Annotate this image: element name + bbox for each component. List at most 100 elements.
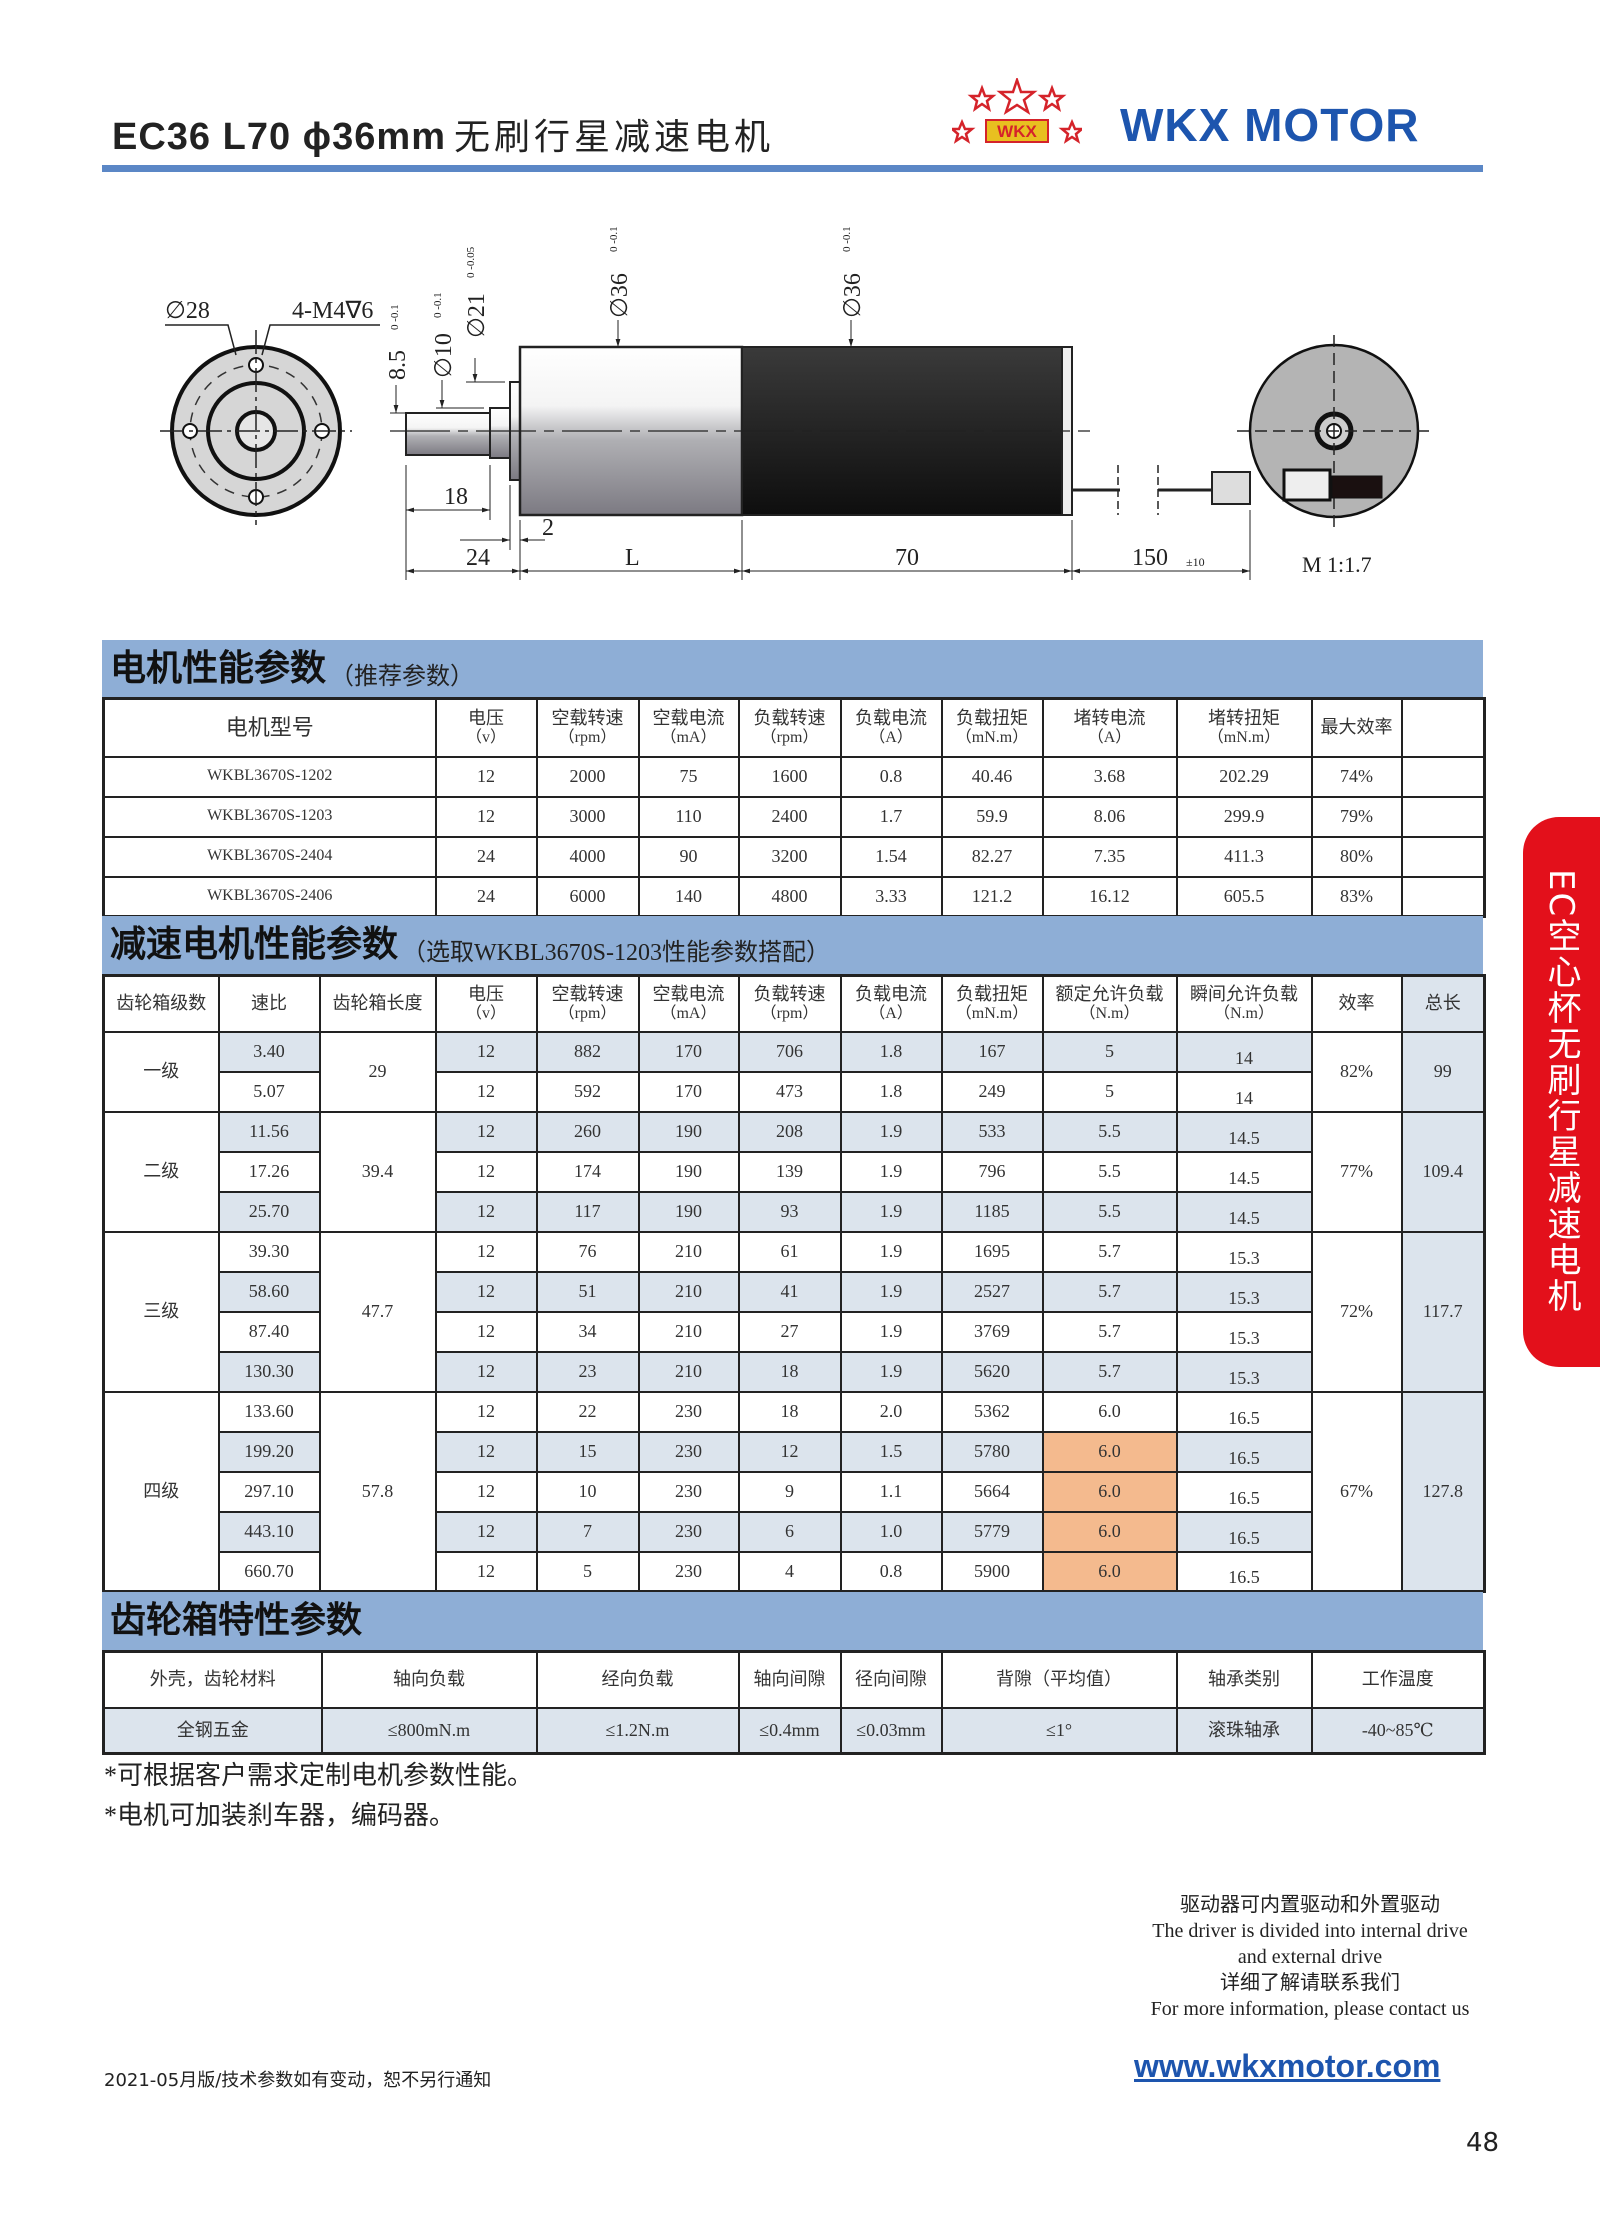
table-cell: 16.5	[1175, 1390, 1313, 1433]
table-cell: 3.68	[1041, 755, 1178, 798]
table-cell: 7	[535, 1510, 640, 1553]
header-rule	[102, 165, 1483, 172]
table-cell: 230	[637, 1390, 740, 1433]
column-header: 堵转电流 （A）	[1041, 697, 1178, 758]
total-length-cell: 127.8	[1400, 1390, 1486, 1593]
label-L: L	[625, 545, 640, 571]
table-cell: 15	[535, 1430, 640, 1473]
table-cell: 1.9	[839, 1310, 943, 1353]
table-cell: 1600	[737, 755, 842, 798]
table-cell: 4800	[737, 875, 842, 918]
table-cell: 5779	[940, 1510, 1044, 1553]
table-cell: 59.9	[940, 795, 1044, 838]
header-label: 负载转速	[753, 984, 826, 1005]
table-cell: 90	[637, 835, 740, 878]
header-unit: （mN.m）	[1207, 728, 1281, 746]
ratio-cell: 11.56	[217, 1110, 321, 1153]
table-cell: 210	[637, 1350, 740, 1393]
contact-line: 驱动器可内置驱动和外置驱动	[1180, 1894, 1440, 1916]
table-cell: ≤0.4mm	[737, 1706, 842, 1755]
table-cell: 5780	[940, 1430, 1044, 1473]
table-cell: 230	[637, 1510, 740, 1553]
table-cell	[1400, 795, 1486, 838]
table-cell: 5	[1041, 1070, 1178, 1113]
side-view: 18 2 24 L 70 150 ±10 ∅36 0 -0.1 ∅36 0 -0…	[385, 226, 1251, 580]
table-row: WKBL3670S-1202 12 2000 75 1600 0.8 40.46 3.68 20…	[102, 755, 1486, 798]
table-cell: 1.9	[839, 1190, 943, 1233]
table-cell: 5.5	[1041, 1190, 1178, 1233]
table-cell: 41	[737, 1270, 842, 1313]
table-cell: 190	[637, 1110, 740, 1153]
table-cell: 230	[637, 1470, 740, 1513]
gearbox-characteristics-table: 外壳，齿轮材料 轴向负载 经向负载 轴向间隙 径向间隙 背隙（平均值） 轴承类别 工作温度 全钢…	[102, 1650, 1486, 1755]
table-cell: 5.7	[1041, 1310, 1178, 1353]
page-number: 48	[1466, 2128, 1500, 2158]
header-label: 负载转速	[753, 708, 826, 729]
gearbox-length-cell: 57.8	[318, 1390, 437, 1593]
table-cell: 174	[535, 1150, 640, 1193]
table-cell: 6.0	[1041, 1510, 1178, 1553]
table-row: 443.10 12 7 230 6 1.0 5779 6.0 16.5	[104, 1510, 1485, 1553]
header-unit: （mA）	[660, 1004, 717, 1022]
table-cell: 5	[1041, 1030, 1178, 1073]
ratio-cell: 443.10	[217, 1510, 321, 1553]
table-cell: 82.27	[940, 835, 1044, 878]
front-view: ∅28 4-M4∇6	[160, 298, 380, 525]
table-cell: 12	[434, 1550, 538, 1593]
table-cell: 16.5	[1175, 1510, 1313, 1553]
table-cell: 605.5	[1175, 875, 1313, 918]
gearbox-length-cell: 47.7	[318, 1230, 437, 1393]
table-cell: 75	[637, 755, 740, 798]
column-header: 齿轮箱长度	[318, 974, 437, 1033]
table-cell: 299.9	[1175, 795, 1313, 838]
column-header: 轴承类别	[1175, 1650, 1313, 1709]
ratio-cell: 17.26	[217, 1150, 321, 1193]
column-header: 效率	[1310, 974, 1403, 1033]
header-label: 齿轮箱级数	[116, 993, 207, 1014]
header-unit: （A）	[869, 728, 913, 746]
ratio-cell: 25.70	[217, 1190, 321, 1233]
table-cell: 6.0	[1041, 1390, 1178, 1433]
ratio-cell: 39.30	[217, 1230, 321, 1273]
table-cell: 592	[535, 1070, 640, 1113]
header-unit: （A）	[1087, 728, 1132, 746]
header-unit: （N.m）	[1213, 1004, 1274, 1022]
website-link[interactable]: www.wkxmotor.com	[1134, 2048, 1441, 2084]
table-cell: 230	[637, 1430, 740, 1473]
table-cell: 230	[637, 1550, 740, 1593]
column-header: 负载转速 （rpm）	[737, 974, 842, 1033]
table-cell: 34	[535, 1310, 640, 1353]
note-1: *可根据客户需求定制电机参数性能。	[104, 1761, 534, 1790]
table-cell: 12	[434, 755, 538, 798]
column-header: 负载转速 （rpm）	[737, 697, 842, 758]
label-70: 70	[895, 545, 919, 571]
table-cell	[1400, 755, 1486, 798]
table-cell: 12	[434, 1350, 538, 1393]
label-h85: 8.5	[385, 350, 411, 380]
table-row: 25.70 12 117 190 93 1.9 1185 5.5 14.5	[104, 1190, 1485, 1233]
column-header: 齿轮箱级数	[102, 974, 220, 1033]
table-cell: 1.8	[839, 1030, 943, 1073]
table-row: 一级 3.40 29 12 882 170 706 1.8 167 5 14 82% 99	[102, 1030, 1486, 1113]
table-cell: 260	[535, 1110, 640, 1153]
efficiency-cell: 72%	[1310, 1230, 1403, 1393]
column-header: 瞬间允许负载 （N.m）	[1175, 974, 1313, 1033]
ratio-cell: 199.20	[217, 1430, 321, 1473]
header-unit: （rpm）	[760, 1004, 819, 1022]
table-row: 四级 133.60 57.8 12 22 230 18 2.0 5362 6.0 16.5 67% 12…	[102, 1390, 1486, 1593]
page-title: EC36 L70 ϕ36mm 无刷行星减速电机	[112, 108, 774, 160]
table-cell: 76	[535, 1230, 640, 1273]
ratio-cell: 130.30	[217, 1350, 321, 1393]
ratio-cell: 3.40	[217, 1030, 321, 1073]
header-unit: （mN.m）	[955, 1004, 1029, 1022]
header-label: 空载电流	[652, 984, 725, 1005]
table-cell: 121.2	[940, 875, 1044, 918]
table-cell	[1400, 875, 1486, 918]
table-cell: 全钢五金	[102, 1706, 323, 1755]
header-label: 空载电流	[652, 708, 725, 729]
column-header: 电机型号	[102, 697, 437, 758]
table-cell: 167	[940, 1030, 1044, 1073]
table-cell: 140	[637, 875, 740, 918]
table-cell: 5.5	[1041, 1150, 1178, 1193]
table-cell: 1.0	[839, 1510, 943, 1553]
